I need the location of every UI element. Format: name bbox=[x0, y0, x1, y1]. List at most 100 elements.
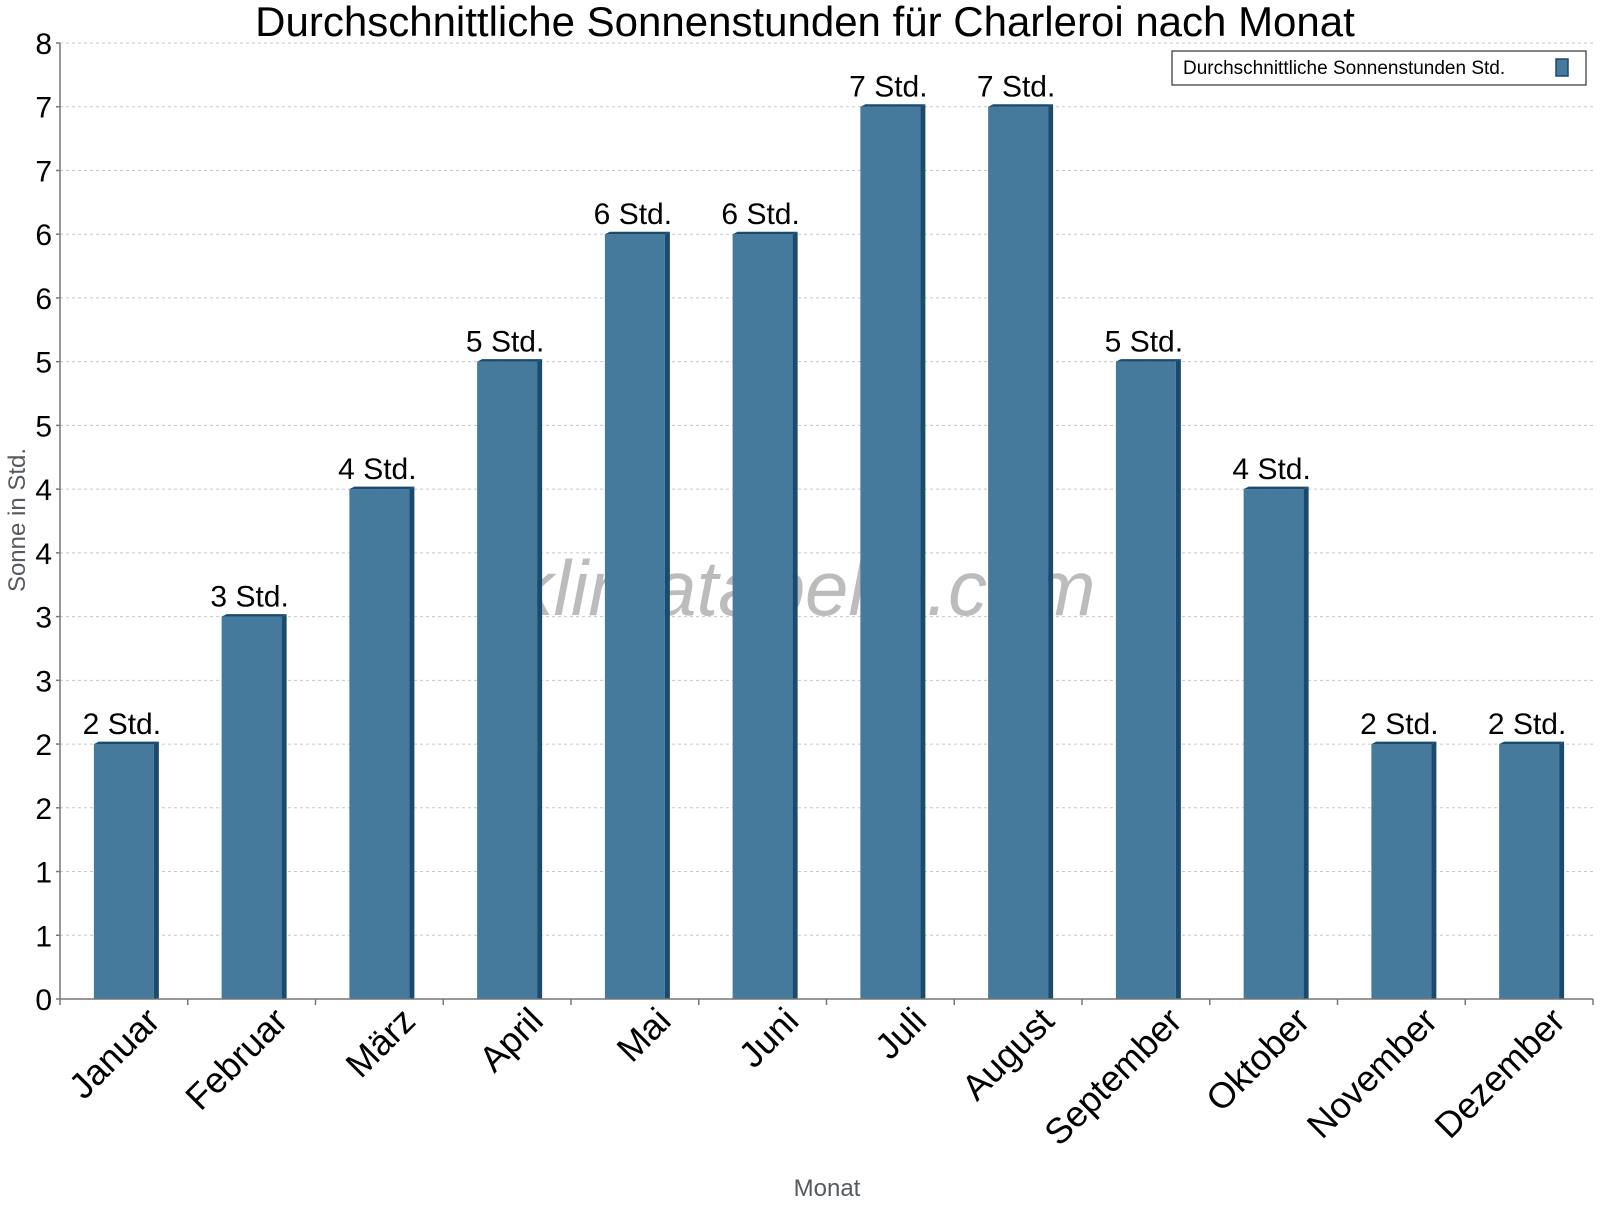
chart-title: Durchschnittliche Sonnenstunden für Char… bbox=[255, 0, 1355, 45]
x-tick-label: August bbox=[954, 1000, 1062, 1108]
x-axis-label: Monat bbox=[794, 1175, 861, 1200]
legend-box bbox=[1171, 50, 1587, 86]
x-ticks: Januar Februar März April Mai Juni Juli AugustS… bbox=[59, 999, 1594, 1154]
y-tick-label: 1 bbox=[35, 857, 52, 890]
legend-label: Durchschnittliche Sonnenstunden Std. bbox=[1183, 58, 1505, 79]
bar-side bbox=[537, 359, 543, 1000]
data-label: 7 Std. bbox=[849, 71, 927, 104]
data-label: 6 Std. bbox=[594, 198, 672, 231]
gridlines bbox=[60, 42, 1593, 936]
bar-top bbox=[732, 231, 798, 235]
y-tick-label: 0 bbox=[35, 984, 52, 1017]
bar-face bbox=[988, 106, 1049, 999]
y-tick-label: 5 bbox=[35, 410, 52, 443]
bar-face bbox=[732, 234, 793, 999]
y-tick-label: 2 bbox=[35, 793, 52, 826]
bar-side bbox=[920, 104, 926, 999]
bar bbox=[349, 486, 415, 1000]
data-label: 5 Std. bbox=[1105, 326, 1183, 359]
bar-side bbox=[1303, 486, 1309, 1000]
bar-side bbox=[409, 486, 415, 1000]
bar bbox=[1115, 359, 1181, 1000]
x-tick-label: März bbox=[337, 1000, 423, 1086]
bar-top bbox=[1115, 359, 1181, 362]
y-tick-label: 3 bbox=[35, 602, 52, 635]
bar-side bbox=[1048, 104, 1054, 999]
bar-side bbox=[281, 614, 287, 999]
bar-side bbox=[153, 741, 159, 999]
y-tick-label: 7 bbox=[35, 92, 52, 125]
bar bbox=[477, 359, 543, 1000]
y-tick-label: 6 bbox=[35, 283, 52, 316]
data-label: 3 Std. bbox=[210, 581, 288, 614]
bar-top bbox=[1499, 741, 1565, 745]
bar-side bbox=[664, 231, 670, 999]
y-tick-label: 3 bbox=[35, 665, 52, 698]
axes bbox=[59, 43, 1593, 1000]
data-label: 5 Std. bbox=[466, 326, 544, 359]
x-tick-label: Juni bbox=[731, 1000, 807, 1076]
data-label: 2 Std. bbox=[1488, 708, 1566, 741]
bar bbox=[604, 231, 670, 999]
x-tick-label: September bbox=[1036, 1000, 1190, 1154]
x-tick-label: Juli bbox=[867, 1000, 934, 1067]
data-label: 7 Std. bbox=[977, 71, 1055, 104]
bars bbox=[93, 104, 1565, 1000]
bar bbox=[1499, 741, 1565, 999]
y-tick-label: 5 bbox=[35, 347, 52, 380]
bar bbox=[860, 104, 926, 999]
legend: Durchschnittliche Sonnenstunden Std. bbox=[1171, 50, 1587, 86]
y-tick-label: 1 bbox=[35, 920, 52, 953]
bar-face bbox=[604, 234, 665, 999]
data-label: 6 Std. bbox=[721, 198, 799, 231]
bar-top bbox=[1371, 741, 1437, 745]
bar-top bbox=[349, 486, 415, 490]
bar-face bbox=[221, 616, 282, 999]
y-tick-label: 4 bbox=[35, 474, 52, 507]
x-tick-label: November bbox=[1299, 1000, 1445, 1146]
y-tick-label: 4 bbox=[35, 538, 52, 571]
bar-face bbox=[1115, 361, 1176, 1000]
bar-top bbox=[221, 614, 287, 617]
data-labels: 2 Std. 3 Std. 4 Std. 5 Std. 6 Std. 6 Std. 7 St… bbox=[83, 71, 1567, 741]
x-tick-label: Oktober bbox=[1198, 1000, 1318, 1120]
bar-top bbox=[860, 104, 926, 107]
bar bbox=[1371, 741, 1437, 999]
y-tick-label: 2 bbox=[35, 729, 52, 762]
legend-swatch bbox=[1555, 58, 1569, 77]
y-tick-label: 8 bbox=[35, 28, 52, 61]
x-tick-label: Mai bbox=[609, 1000, 679, 1070]
y-tick-label: 7 bbox=[35, 155, 52, 188]
bar-side bbox=[1559, 741, 1565, 999]
bar bbox=[732, 231, 798, 999]
x-tick-label: April bbox=[471, 1000, 551, 1080]
bar-face bbox=[93, 744, 154, 999]
bar-top bbox=[604, 231, 670, 235]
bar-face bbox=[1243, 489, 1304, 999]
x-tick-label: Dezember bbox=[1426, 1000, 1572, 1146]
bar-face bbox=[477, 361, 538, 1000]
data-label: 2 Std. bbox=[1360, 708, 1438, 741]
data-label: 4 Std. bbox=[1232, 453, 1310, 486]
bar-top bbox=[1243, 486, 1309, 490]
bar bbox=[221, 614, 287, 999]
y-axis-label: Sonne in Std. bbox=[4, 448, 31, 592]
bar-side bbox=[792, 231, 798, 999]
x-tick-label: Januar bbox=[61, 1000, 168, 1107]
bar-side bbox=[1431, 741, 1437, 999]
bar-face bbox=[1371, 744, 1432, 999]
y-tick-label: 6 bbox=[35, 219, 52, 252]
data-label: 2 Std. bbox=[83, 708, 161, 741]
bar bbox=[93, 741, 159, 999]
bar-top bbox=[93, 741, 159, 745]
bar-top bbox=[988, 104, 1054, 107]
x-tick-label: Februar bbox=[177, 1000, 295, 1118]
data-label: 4 Std. bbox=[338, 453, 416, 486]
bar-side bbox=[1175, 359, 1181, 1000]
y-ticks: 0 1 1 2 2 3 3 4 4 5 5 6 6 7 7 8 bbox=[35, 28, 60, 1017]
bar-face bbox=[349, 489, 410, 999]
bar bbox=[1243, 486, 1309, 1000]
bar bbox=[988, 104, 1054, 999]
